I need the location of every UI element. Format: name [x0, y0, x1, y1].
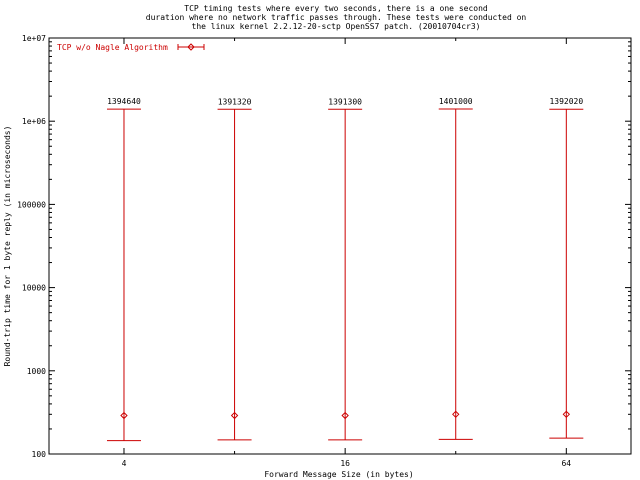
- y-axis-label: Round-trip time for 1 byte reply (in mic…: [3, 126, 12, 367]
- y-axis: 100 1000 10000 100000 1e+06 1e+07: [17, 34, 631, 459]
- point-marker: [341, 411, 349, 420]
- point-marker: [452, 410, 460, 419]
- y-tick-label: 1000: [27, 367, 46, 376]
- plot-frame: [48, 37, 632, 455]
- chart-title-line: duration where no network traffic passes…: [146, 13, 527, 22]
- point-marker: [120, 411, 128, 420]
- max-value-label: 1391320: [218, 97, 252, 106]
- y-tick-label: 100000: [17, 200, 46, 209]
- data-point: 1391300: [328, 97, 362, 441]
- max-value-label: 1392020: [549, 97, 583, 106]
- max-value-label: 1394640: [107, 97, 141, 106]
- y-tick-label: 1e+07: [22, 34, 46, 43]
- chart-title-line: the linux kernel 2.2.12-20-sctp OpenSS7 …: [192, 22, 481, 31]
- series-group: 1394640139132013913001401000139202013918…: [106, 97, 583, 442]
- point-marker: [562, 410, 571, 419]
- point-marker: [230, 411, 239, 420]
- x-tick-label: 16: [340, 459, 350, 468]
- data-point: 1394640: [106, 97, 141, 442]
- data-point: 1401000: [438, 97, 473, 440]
- chart-title-line: TCP timing tests where every two seconds…: [184, 4, 488, 13]
- data-point: 1392020: [549, 97, 583, 439]
- legend-label: TCP w/o Nagle Algorithm: [57, 43, 168, 52]
- legend-marker: [187, 43, 195, 51]
- max-value-label: 1391300: [328, 97, 362, 106]
- x-tick-label: 4: [122, 459, 127, 468]
- legend: TCP w/o Nagle Algorithm: [57, 43, 205, 52]
- data-point: 1391320: [217, 97, 252, 441]
- y-tick-label: 100: [32, 450, 47, 459]
- max-value-label: 1401000: [439, 97, 473, 106]
- y-tick-label: 1e+06: [22, 117, 46, 126]
- x-axis-label: Forward Message Size (in bytes): [264, 470, 413, 479]
- x-tick-label: 64: [561, 459, 571, 468]
- legend-sample: [177, 43, 205, 51]
- x-axis: 41664256102440961638465536: [122, 38, 571, 468]
- y-tick-label: 10000: [22, 284, 46, 293]
- chart-title: TCP timing tests where every two seconds…: [146, 4, 527, 31]
